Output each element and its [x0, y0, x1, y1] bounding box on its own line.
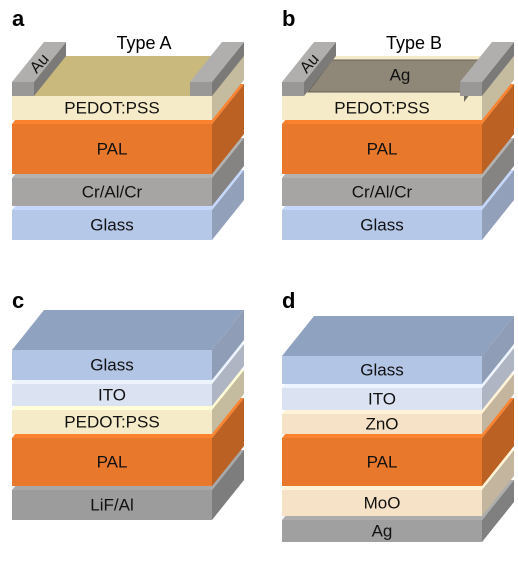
panel-label: d: [282, 288, 295, 313]
panel-label: a: [12, 6, 25, 31]
layer-front: [282, 210, 482, 240]
layer-label: Glass: [90, 215, 133, 234]
layer-top: [282, 316, 514, 356]
layer-front: [282, 438, 482, 486]
layer-side: [482, 374, 514, 434]
layer-side: [482, 84, 514, 174]
layer-front: [282, 520, 482, 542]
electrode-top: [460, 42, 514, 82]
layer-front: [12, 178, 212, 206]
layer-side: [212, 450, 244, 520]
layer-side: [212, 370, 244, 434]
layer-label: PAL: [367, 452, 398, 471]
layer-front: [282, 356, 482, 384]
layer-side: [482, 138, 514, 206]
electrode-top: [190, 42, 244, 82]
electrode-side: [304, 42, 336, 96]
electrode-side: [212, 42, 244, 96]
layer-front: [282, 96, 482, 120]
layer-label: PEDOT:PSS: [64, 412, 159, 431]
panel-title: Type B: [386, 33, 442, 53]
layer-side: [482, 398, 514, 486]
panel-label: c: [12, 288, 24, 313]
layer-side: [482, 170, 514, 240]
electrode-side: [34, 42, 66, 96]
layer-label: Glass: [360, 360, 403, 379]
layer-side: [482, 480, 514, 542]
layer-side: [482, 348, 514, 410]
layer-side: [482, 56, 514, 120]
layer-label: PAL: [97, 139, 128, 158]
electrode-top: [282, 42, 336, 82]
layer-front: [12, 438, 212, 486]
layer-side: [212, 310, 244, 380]
electrode-front: [190, 82, 212, 96]
layer-front: [12, 410, 212, 434]
layer-label: ITO: [368, 389, 396, 408]
layer-label: Cr/Al/Cr: [352, 182, 413, 201]
layer-front: [12, 210, 212, 240]
top-layer-label: Ag: [390, 65, 411, 84]
layer-top: [12, 56, 244, 96]
electrode-side: [482, 42, 514, 96]
layer-side: [482, 316, 514, 384]
layer-front: [282, 124, 482, 174]
electrode-front: [12, 82, 34, 96]
layer-label: Cr/Al/Cr: [82, 182, 143, 201]
layer-label: Glass: [360, 215, 403, 234]
layer-label: ZnO: [365, 414, 398, 433]
electrode-front: [460, 82, 482, 96]
layer-front: [282, 414, 482, 434]
electrode-front: [282, 82, 304, 96]
layer-label: PEDOT:PSS: [334, 98, 429, 117]
layer-front: [12, 384, 212, 406]
panel-title: Type A: [116, 33, 171, 53]
layer-front: [12, 490, 212, 520]
layer-side: [212, 344, 244, 406]
layer-front: [12, 350, 212, 380]
layer-front: [12, 124, 212, 174]
layer-side: [212, 398, 244, 486]
panel-label: b: [282, 6, 295, 31]
layer-front: [282, 388, 482, 410]
layer-label: PEDOT:PSS: [64, 98, 159, 117]
layer-side: [212, 170, 244, 240]
layer-front: [282, 178, 482, 206]
layer-side: [482, 450, 514, 516]
layer-label: ITO: [98, 385, 126, 404]
layer-label: Glass: [90, 355, 133, 374]
layer-side: [212, 56, 244, 120]
layer-side: [212, 84, 244, 174]
electrode-top: [12, 42, 66, 82]
layer-top: [12, 310, 244, 350]
layer-label: PAL: [97, 452, 128, 471]
layer-label: MoO: [364, 493, 401, 512]
layer-label: LiF/Al: [90, 495, 133, 514]
layer-front: [282, 490, 482, 516]
layer-label: Ag: [372, 521, 393, 540]
layer-side: [212, 138, 244, 206]
layer-front: [12, 96, 212, 120]
layer-label: PAL: [367, 139, 398, 158]
